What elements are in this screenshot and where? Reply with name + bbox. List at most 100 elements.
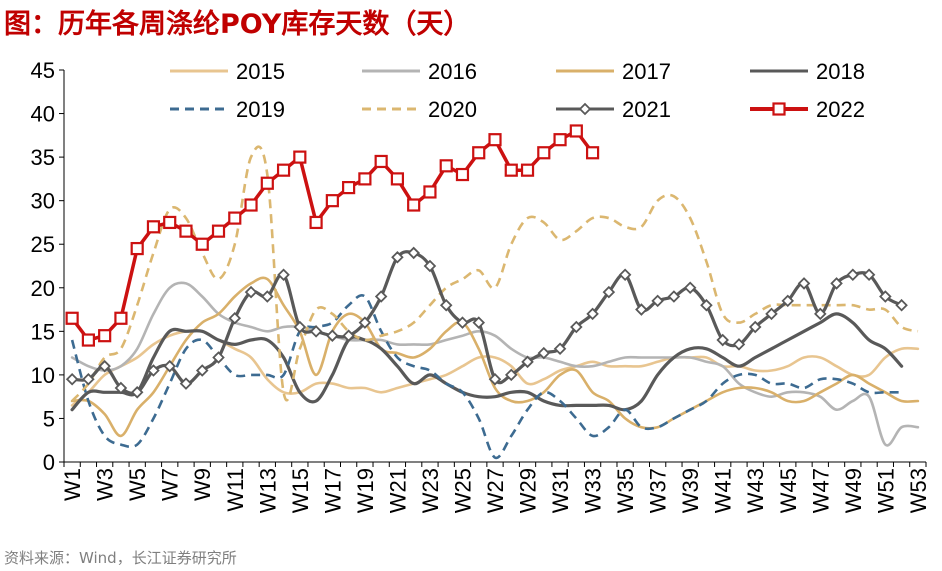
- data-point-2021: [228, 311, 242, 325]
- data-point-2022: [423, 185, 437, 199]
- data-point-2021: [537, 346, 551, 360]
- x-tick-label: W5: [125, 468, 150, 501]
- legend-item-2019: 2019: [170, 97, 285, 122]
- legend-label-2022: 2022: [816, 97, 865, 122]
- data-point-2022: [146, 220, 161, 234]
- data-point-2022: [358, 172, 372, 186]
- data-point-2021: [98, 359, 111, 373]
- data-point-2021: [716, 333, 729, 347]
- x-tick-label: W1: [60, 468, 85, 501]
- data-point-2021: [212, 351, 225, 364]
- legend-item-2022: 2022: [750, 97, 865, 122]
- data-point-2021: [797, 277, 811, 290]
- data-point-2021: [814, 307, 827, 321]
- data-point-2021: [163, 359, 176, 373]
- data-point-2021: [358, 316, 372, 329]
- data-point-2021: [195, 364, 209, 377]
- data-point-2021: [277, 268, 290, 281]
- data-point-2021: [830, 277, 843, 290]
- legend-label-2018: 2018: [816, 59, 865, 84]
- y-tick-label: 5: [43, 406, 55, 431]
- data-point-2022: [488, 133, 502, 147]
- x-tick-label: W41: [711, 468, 736, 513]
- x-tick-label: W15: [288, 468, 313, 513]
- x-tick-label: W25: [450, 468, 475, 513]
- source-note: 资料来源：Wind，长江证券研究所: [4, 549, 237, 567]
- data-point-2021: [488, 372, 502, 386]
- data-point-2022: [439, 159, 453, 173]
- x-tick-label: W27: [483, 468, 508, 513]
- data-point-2021: [472, 316, 486, 329]
- legend-item-2017: 2017: [556, 59, 671, 84]
- series-line-2021: [70, 250, 904, 396]
- data-point-2022: [374, 154, 388, 169]
- data-point-2021: [114, 381, 128, 395]
- data-point-2021: [700, 298, 713, 312]
- data-point-2021: [130, 386, 144, 399]
- data-point-2022: [472, 146, 486, 160]
- data-point-2021: [862, 268, 876, 281]
- data-point-2022: [228, 211, 242, 225]
- y-tick-label: 0: [43, 450, 55, 475]
- data-point-2021: [846, 268, 860, 281]
- series-2020: [71, 145, 919, 402]
- data-point-2022: [309, 215, 323, 230]
- data-point-2021: [570, 320, 583, 334]
- data-point-2021: [293, 320, 307, 334]
- data-point-2022: [455, 167, 470, 182]
- data-point-2021: [407, 246, 420, 260]
- data-point-2022: [65, 311, 79, 325]
- data-point-2021: [683, 281, 697, 295]
- y-tick-label: 40: [31, 102, 55, 127]
- data-point-2021: [504, 368, 518, 382]
- y-tick-label: 15: [31, 319, 55, 344]
- y-tick-label: 25: [31, 232, 55, 257]
- data-point-2021: [391, 251, 404, 264]
- data-point-2022: [585, 146, 600, 160]
- legend: 2015 2016 2017 2018 2019 2020 2021 2022: [170, 59, 865, 122]
- x-tick-label: W29: [516, 468, 541, 513]
- x-tick-label: W43: [743, 468, 768, 513]
- data-point-2022: [81, 333, 95, 347]
- y-tick-label: 20: [31, 276, 55, 301]
- x-tick-label: W51: [873, 468, 898, 513]
- page-title: 图：历年各周涤纶POY库存天数（天）: [4, 9, 471, 40]
- data-point-2021: [748, 320, 762, 334]
- data-point-2022: [211, 224, 226, 238]
- x-tick-label: W9: [190, 468, 215, 501]
- series-line-2019: [70, 294, 902, 460]
- data-point-2022: [293, 150, 307, 164]
- legend-item-2018: 2018: [750, 59, 865, 84]
- data-point-2022: [520, 163, 535, 177]
- legend-marker-2022: [772, 102, 786, 116]
- series-layer: [65, 124, 920, 460]
- x-tick-label: W7: [158, 468, 183, 501]
- series-2022: [65, 124, 600, 347]
- data-point-2022: [114, 311, 128, 325]
- x-tick-label: W3: [93, 468, 118, 501]
- x-tick-label: W17: [320, 468, 345, 513]
- legend-item-2016: 2016: [362, 59, 477, 84]
- y-tick-label: 35: [31, 145, 55, 170]
- x-tick-label: W11: [223, 468, 248, 512]
- data-point-2022: [569, 124, 583, 138]
- data-point-2021: [439, 298, 453, 312]
- data-point-2021: [342, 329, 355, 342]
- data-point-2022: [390, 172, 405, 186]
- data-point-2021: [261, 290, 274, 303]
- data-point-2021: [765, 307, 778, 321]
- legend-item-2020: 2020: [362, 97, 477, 122]
- x-tick-label: W23: [418, 468, 443, 513]
- legend-label-2017: 2017: [622, 59, 671, 84]
- data-point-2022: [325, 194, 339, 208]
- x-tick-label: W35: [613, 468, 638, 513]
- data-point-2021: [326, 329, 339, 342]
- data-point-2021: [651, 294, 664, 308]
- y-tick-label: 10: [31, 363, 55, 388]
- data-point-2022: [195, 237, 209, 251]
- data-point-2022: [98, 329, 112, 343]
- x-tick-label: W49: [841, 468, 866, 513]
- data-point-2021: [879, 290, 892, 303]
- data-point-2021: [423, 259, 437, 273]
